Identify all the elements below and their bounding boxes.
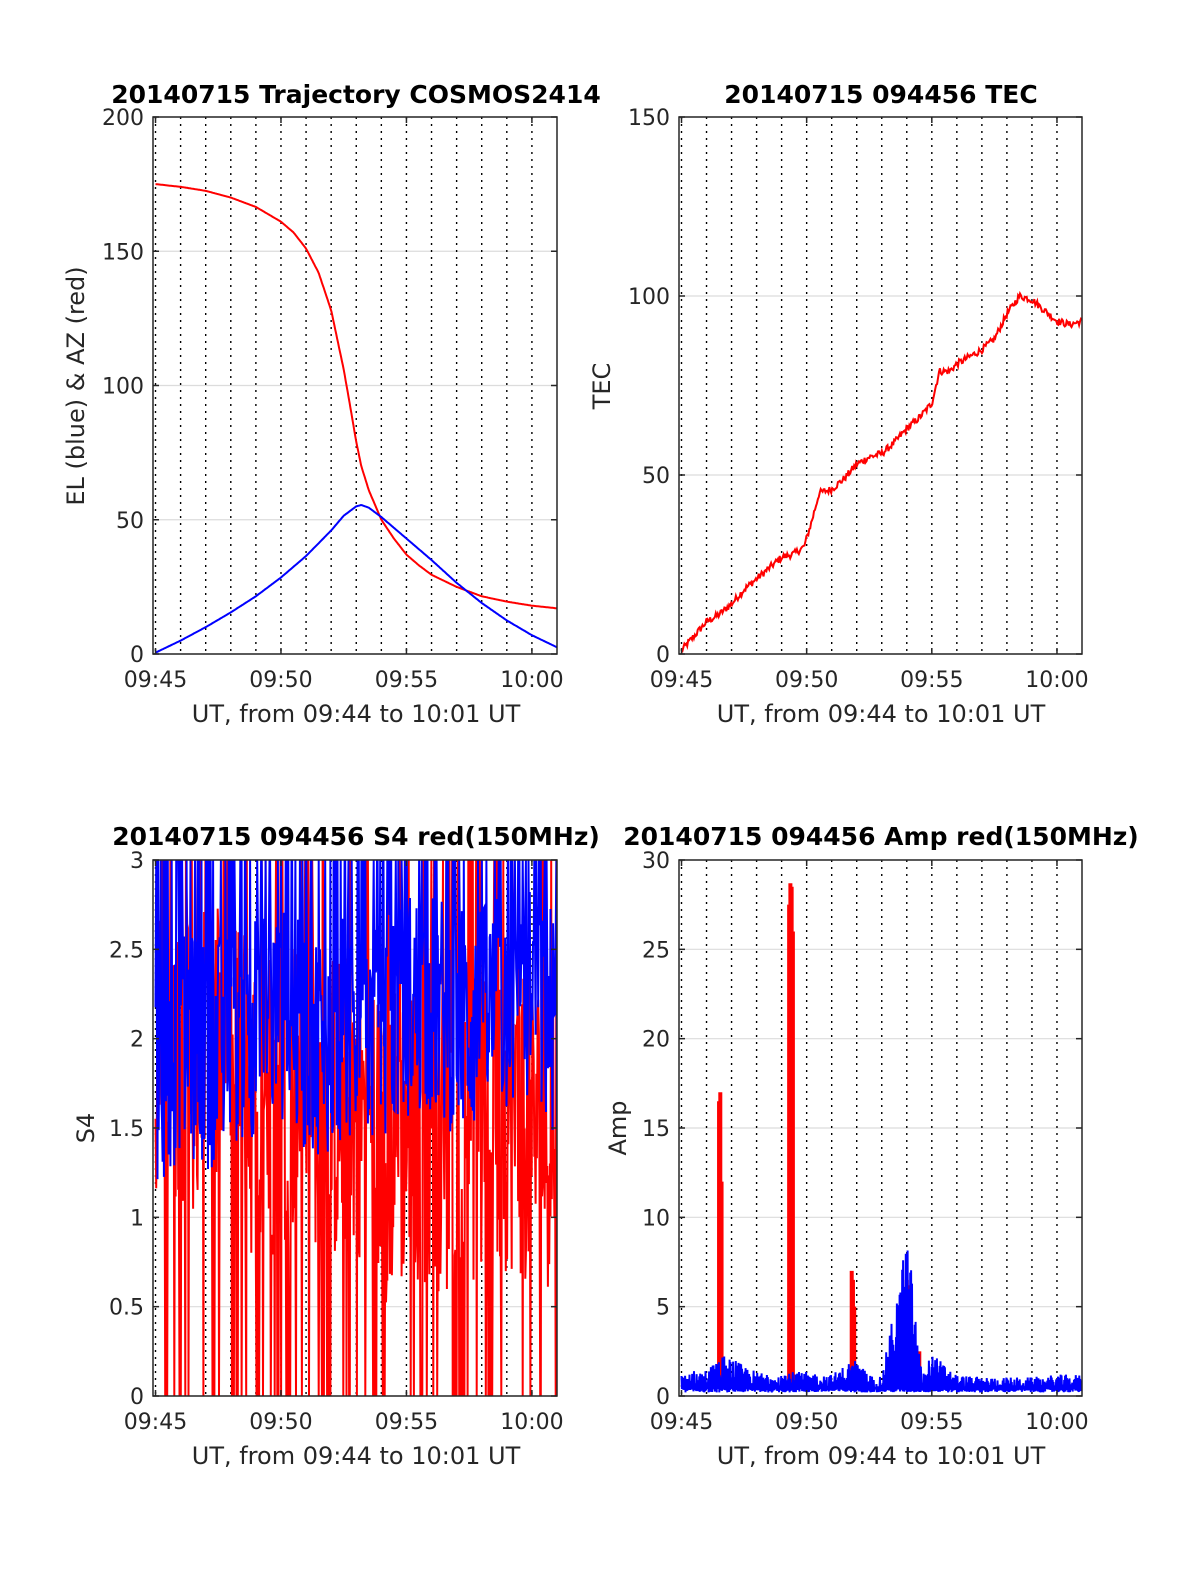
- x-tick-label: 10:00: [1025, 668, 1088, 693]
- axes-box: [678, 116, 1083, 655]
- y-tick-label: 15: [642, 1117, 670, 1142]
- x-tick-label: 09:55: [375, 668, 438, 693]
- y-tick-label: 50: [642, 464, 670, 489]
- x-tick-label: 09:45: [124, 1410, 187, 1435]
- y-tick-label: 100: [102, 375, 144, 400]
- y-tick-label: 100: [628, 285, 670, 310]
- x-tick-label: 09:45: [650, 668, 713, 693]
- y-tick-label: 20: [642, 1028, 670, 1053]
- panel-title: 20140715 Trajectory COSMOS2414: [111, 80, 601, 109]
- y-axis-label: EL (blue) & AZ (red): [62, 266, 90, 505]
- y-tick-label: 3: [130, 849, 144, 874]
- y-tick-label: 50: [116, 509, 144, 534]
- panel-title: 20140715 094456 TEC: [724, 80, 1037, 109]
- x-axis-label: UT, from 09:44 to 10:01 UT: [192, 700, 521, 728]
- y-tick-label: 150: [628, 106, 670, 131]
- y-tick-label: 2.5: [109, 938, 144, 963]
- x-axis-label: UT, from 09:44 to 10:01 UT: [717, 1442, 1046, 1470]
- series-line-1: [154, 860, 557, 1180]
- plot-area: 0 50 100 150 200 09:45 09:50 09:55 10:00: [102, 106, 564, 693]
- plot-area: 0 0.5 1 1.5 2 2.5 3 09:45 09:50 09:55 10:00: [109, 849, 564, 1435]
- x-tick-label: 09:45: [650, 1410, 713, 1435]
- y-tick-label: 0: [130, 643, 144, 668]
- x-axis-label: UT, from 09:44 to 10:01 UT: [192, 1442, 521, 1470]
- panel-s4: 20140715 094456 S4 red(150MHz) 0 0.5 1 1.5 2…: [72, 822, 600, 1470]
- series-line-1: [155, 503, 557, 654]
- x-tick-label: 10:00: [500, 1410, 563, 1435]
- y-tick-label: 5: [656, 1296, 670, 1321]
- y-tick-label: 0.5: [109, 1296, 144, 1321]
- series-line-1: [680, 1250, 1082, 1393]
- x-tick-label: 10:00: [500, 668, 563, 693]
- y-tick-label: 1.5: [109, 1117, 144, 1142]
- y-tick-label: 0: [656, 643, 670, 668]
- y-tick-label: 2: [130, 1028, 144, 1053]
- y-tick-label: 10: [642, 1206, 670, 1231]
- y-tick-label: 200: [102, 106, 144, 131]
- x-tick-label: 09:50: [249, 668, 312, 693]
- x-tick-label: 09:55: [375, 1410, 438, 1435]
- x-tick-label: 09:55: [900, 668, 963, 693]
- y-tick-label: 0: [130, 1385, 144, 1410]
- y-axis-label: TEC: [588, 363, 616, 411]
- y-tick-label: 25: [642, 938, 670, 963]
- panel-title: 20140715 094456 Amp red(150MHz): [623, 822, 1139, 851]
- series-line-0: [155, 183, 557, 610]
- x-axis-label: UT, from 09:44 to 10:01 UT: [717, 700, 1046, 728]
- y-tick-label: 30: [642, 849, 670, 874]
- y-axis-label: S4: [72, 1113, 100, 1144]
- x-tick-label: 10:00: [1025, 1410, 1088, 1435]
- plot-area: 0 50 100 150 09:45 09:50 09:55 10:00: [628, 106, 1089, 693]
- x-tick-label: 09:50: [249, 1410, 312, 1435]
- x-tick-label: 09:50: [775, 1410, 838, 1435]
- x-tick-label: 09:45: [124, 668, 187, 693]
- y-tick-label: 150: [102, 240, 144, 265]
- y-axis-label: Amp: [604, 1100, 632, 1155]
- panel-amp: 20140715 094456 Amp red(150MHz) 0 5 10 15 20…: [604, 822, 1139, 1470]
- panel-trajectory: 20140715 Trajectory COSMOS2414 0 50 100 150…: [62, 80, 601, 728]
- panel-title: 20140715 094456 S4 red(150MHz): [112, 822, 600, 851]
- x-tick-label: 09:50: [775, 668, 838, 693]
- x-tick-label: 09:55: [900, 1410, 963, 1435]
- y-tick-label: 1: [130, 1206, 144, 1231]
- plot-area: 0 5 10 15 20 25 30 09:45 09:50 09:55 10:00: [642, 849, 1089, 1435]
- series-line-0: [680, 290, 1082, 654]
- y-tick-label: 0: [656, 1385, 670, 1410]
